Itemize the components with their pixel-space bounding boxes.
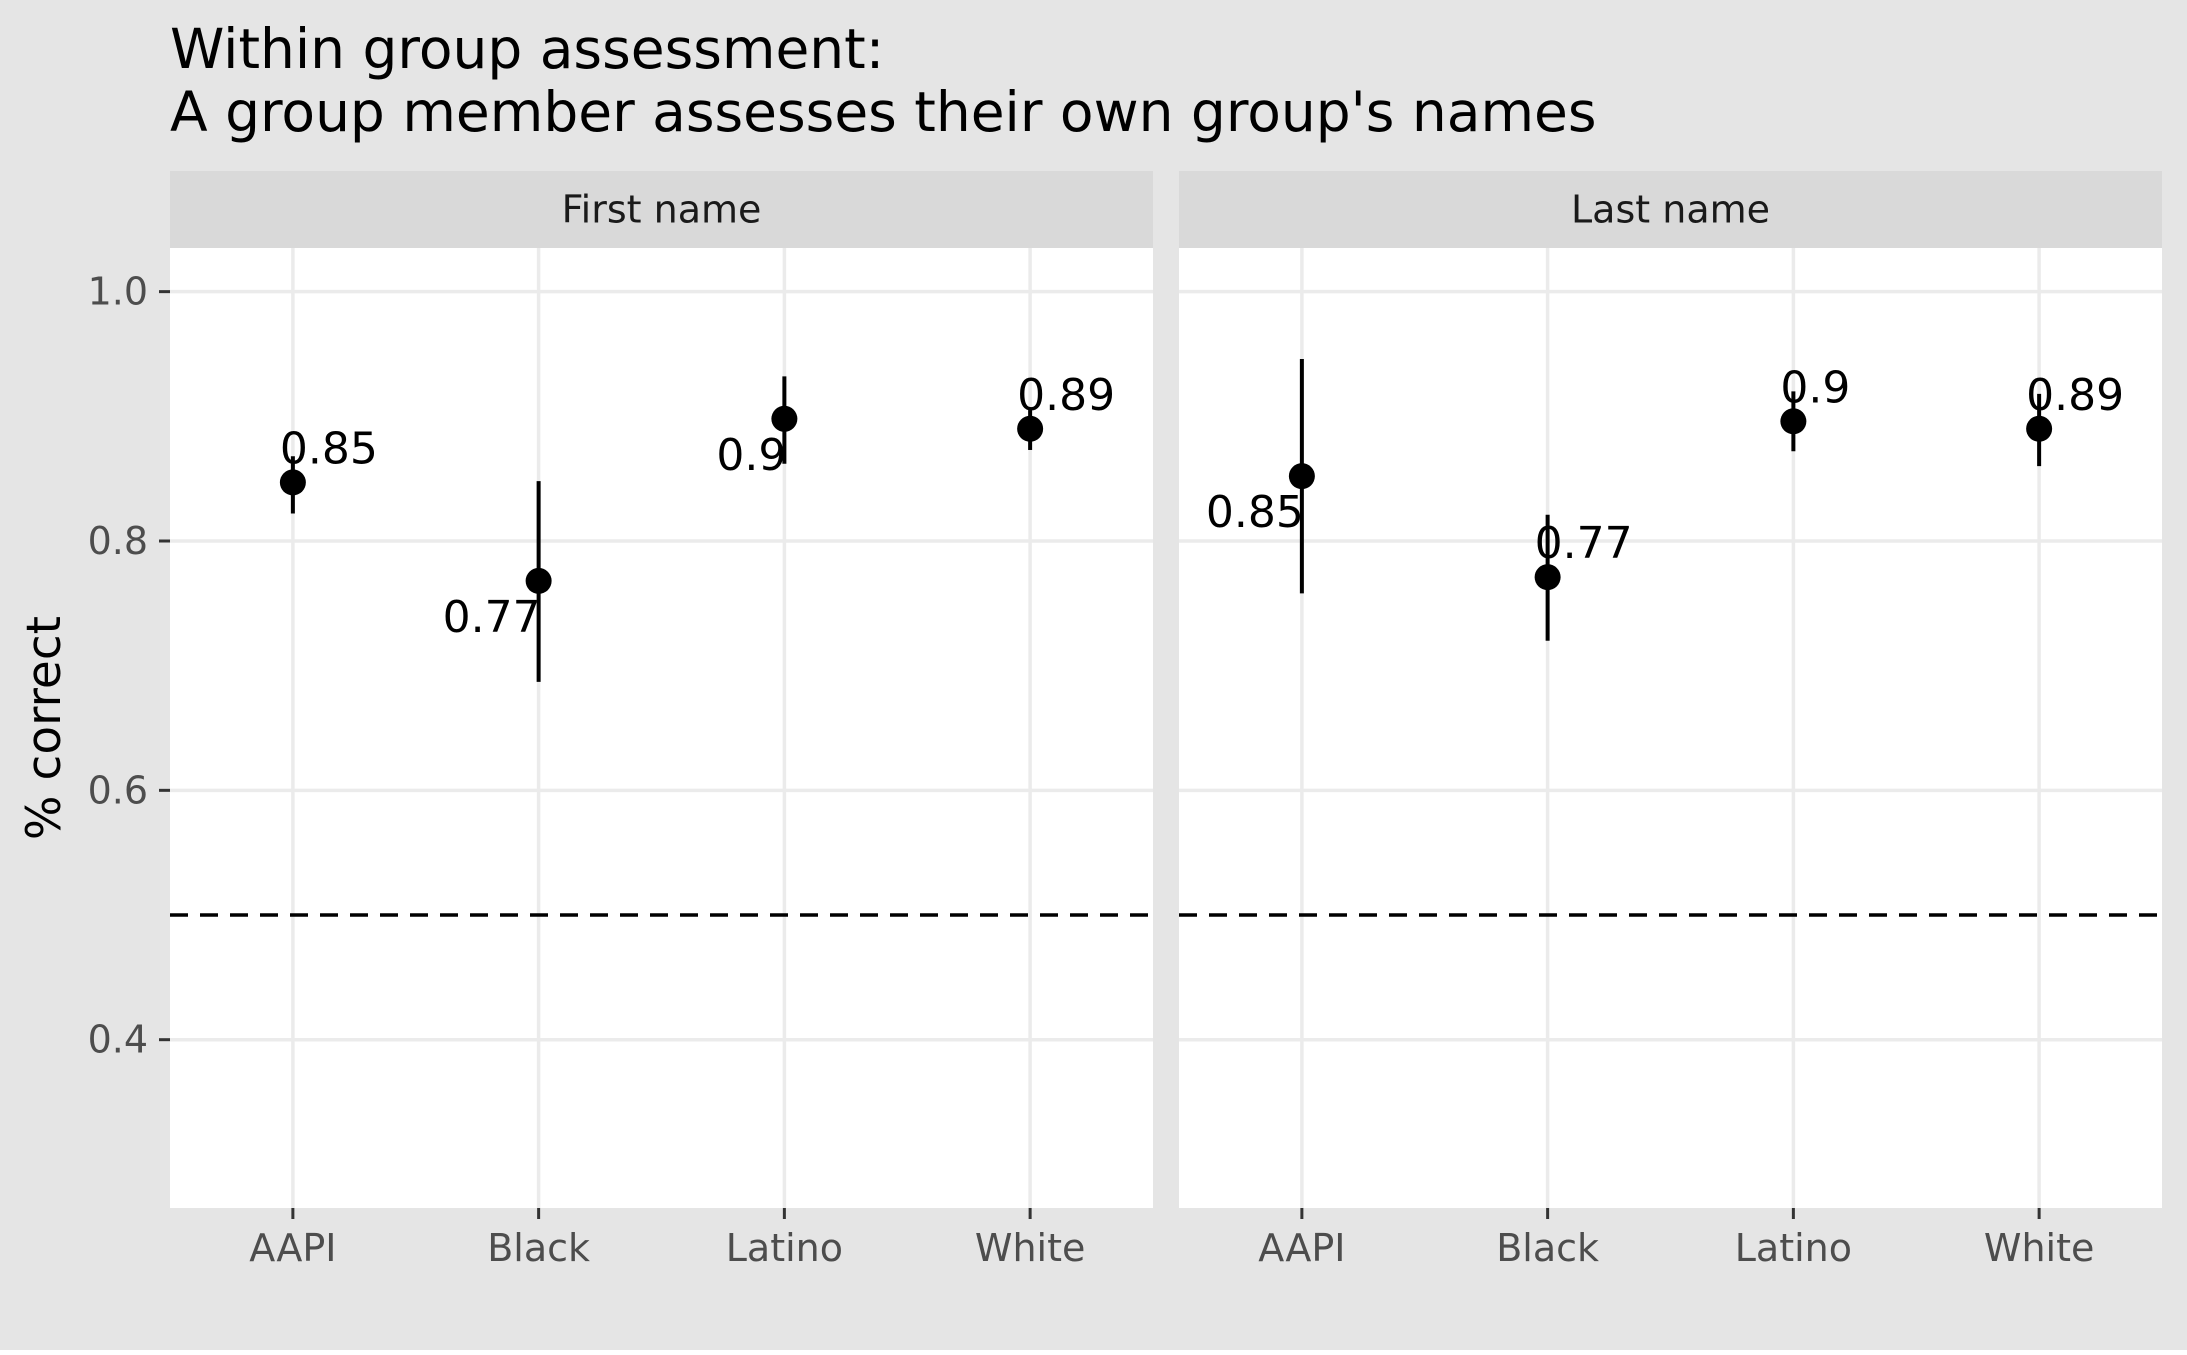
facet-strip <box>170 171 1153 248</box>
panel-1: First name AAPI Black Latino White 0.85 0.77 0.… <box>170 171 1153 1270</box>
y-axis: 0.4 0.6 0.8 1.0 <box>88 270 170 1062</box>
x-tick-label: White <box>1984 1226 2095 1270</box>
panel-background <box>170 248 1153 1208</box>
data-point-group: 0.89 <box>1017 370 1115 450</box>
facet-strip <box>1179 171 2162 248</box>
facet-strip-label: First name <box>562 188 762 232</box>
data-point <box>1288 463 1315 490</box>
data-point <box>771 405 798 432</box>
data-point-group: 0.9 <box>716 376 798 481</box>
data-point <box>1017 415 1044 442</box>
chart-title-line-2: A group member assesses their own group'… <box>170 80 1597 144</box>
data-label: 0.9 <box>716 430 786 481</box>
data-label: 0.9 <box>1780 362 1850 413</box>
y-tick-label: 0.6 <box>88 768 148 812</box>
x-tick-label: AAPI <box>249 1226 336 1270</box>
data-point <box>1780 408 1807 435</box>
data-point <box>2026 415 2053 442</box>
x-tick-label: Latino <box>726 1226 843 1270</box>
data-point-group: 0.89 <box>2026 370 2124 467</box>
data-point-group: 0.85 <box>279 423 378 514</box>
x-tick-label: Black <box>1496 1226 1599 1270</box>
x-tick-label: Black <box>487 1226 590 1270</box>
x-tick-label: AAPI <box>1258 1226 1345 1270</box>
x-tick-label: Latino <box>1735 1226 1852 1270</box>
data-point-group: 0.77 <box>1534 514 1633 641</box>
data-point <box>1534 564 1561 591</box>
y-tick-label: 0.8 <box>88 519 148 563</box>
x-tick-label: White <box>975 1226 1086 1270</box>
data-point-group: 0.77 <box>443 481 552 682</box>
data-label: 0.77 <box>443 592 541 643</box>
y-axis-title: % correct <box>17 616 72 840</box>
data-point-group: 0.85 <box>1206 358 1315 594</box>
data-point <box>279 469 306 496</box>
panel-2: Last name AAPI Black Latino White 0.85 0.77 0.9… <box>1179 171 2162 1270</box>
data-point-group: 0.9 <box>1780 362 1850 452</box>
data-label: 0.77 <box>1535 518 1633 569</box>
panels-layer: First name AAPI Black Latino White 0.85 0.77 0.… <box>170 171 2162 1270</box>
data-label: 0.89 <box>2026 370 2124 421</box>
panel-background <box>1179 248 2162 1208</box>
data-label: 0.85 <box>280 423 378 474</box>
data-label: 0.89 <box>1017 370 1115 421</box>
data-label: 0.85 <box>1206 487 1304 538</box>
facet-strip-label: Last name <box>1571 188 1770 232</box>
y-tick-label: 0.4 <box>88 1018 148 1062</box>
chart-title-line-1: Within group assessment: <box>170 17 884 81</box>
y-tick-label: 1.0 <box>88 270 148 314</box>
data-point <box>525 567 552 594</box>
